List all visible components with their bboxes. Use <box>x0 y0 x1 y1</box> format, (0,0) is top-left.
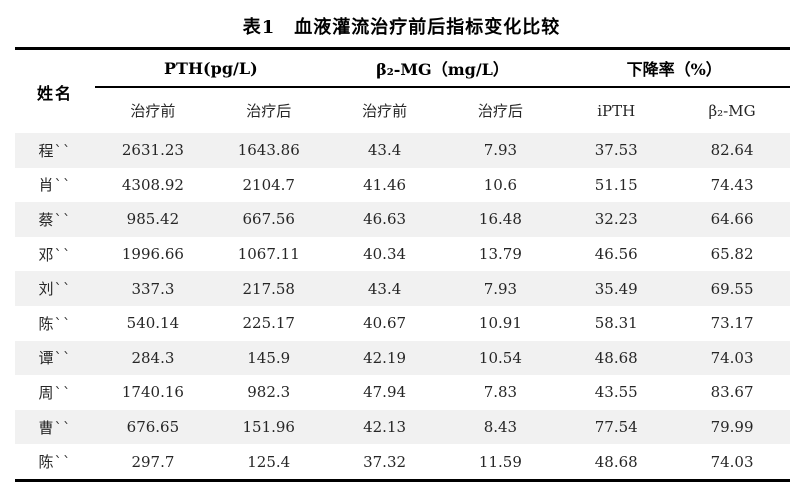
data-cell: 7.83 <box>483 383 518 402</box>
data-cell: 7.93 <box>483 141 518 160</box>
table-row: 刘`` 337.3 217.58 43.4 7.93 35.49 69.55 <box>15 271 790 306</box>
data-cell: 217.58 <box>242 279 295 298</box>
data-cell: 42.13 <box>363 418 407 437</box>
data-cell: 7.93 <box>483 279 518 298</box>
data-cell: 145.9 <box>247 348 291 367</box>
data-cell: 43.4 <box>367 141 402 160</box>
data-cell: 16.48 <box>478 210 522 229</box>
data-cell: 8.43 <box>483 418 518 437</box>
sub-header-b2mg-after: 治疗后 <box>477 102 523 120</box>
data-cell: 540.14 <box>126 314 180 333</box>
data-cell: 2631.23 <box>121 141 184 160</box>
data-cell: 982.3 <box>247 383 291 402</box>
data-cell: 47.94 <box>363 383 407 402</box>
name-cell: 肖`` <box>38 176 72 195</box>
sub-header-ipth: iPTH <box>597 101 636 120</box>
data-cell: 337.3 <box>131 279 175 298</box>
data-cell: 48.68 <box>594 452 638 471</box>
data-cell: 11.59 <box>478 452 522 471</box>
name-cell: 陈`` <box>38 314 72 333</box>
data-cell: 1996.66 <box>121 245 184 264</box>
data-cell: 2104.7 <box>242 175 295 194</box>
data-cell: 125.4 <box>247 452 291 471</box>
name-cell: 蔡`` <box>38 210 72 229</box>
data-cell: 74.03 <box>710 348 754 367</box>
data-cell: 284.3 <box>131 348 175 367</box>
column-header-name: 姓名 <box>36 83 73 103</box>
data-cell: 13.79 <box>478 245 522 264</box>
data-cell: 10.54 <box>478 348 522 367</box>
data-cell: 83.67 <box>710 383 754 402</box>
table-row: 肖`` 4308.92 2104.7 41.46 10.6 51.15 74.4… <box>15 168 790 203</box>
data-cell: 1067.11 <box>237 245 300 264</box>
name-cell: 陈`` <box>38 453 72 472</box>
sub-header-b2mg-rate: β₂-MG <box>708 101 756 120</box>
name-cell: 邓`` <box>38 245 72 264</box>
data-cell: 65.82 <box>710 245 754 264</box>
group-header-decline-rate: 下降率（%） <box>626 60 722 79</box>
data-cell: 225.17 <box>242 314 295 333</box>
data-cell: 79.99 <box>710 418 754 437</box>
table-row: 谭`` 284.3 145.9 42.19 10.54 48.68 74.03 <box>15 340 790 376</box>
data-cell: 35.49 <box>594 279 638 298</box>
data-cell: 74.43 <box>710 175 754 194</box>
data-cell: 985.42 <box>126 210 180 229</box>
data-cell: 32.23 <box>594 210 638 229</box>
table-header: 姓名 PTH(pg/L) β₂-MG（mg/L） 下降率（%） 治疗前 治疗后 … <box>15 47 790 133</box>
data-cell: 1643.86 <box>237 141 300 160</box>
data-cell: 37.32 <box>363 452 407 471</box>
data-cell: 82.64 <box>710 141 754 160</box>
data-cell: 64.66 <box>710 210 754 229</box>
group-header-b2mg: β₂-MG（mg/L） <box>376 60 509 79</box>
sub-header-pth-before: 治疗前 <box>130 102 176 120</box>
table-row: 邓`` 1996.66 1067.11 40.34 13.79 46.56 65… <box>15 237 790 272</box>
data-cell: 69.55 <box>710 279 754 298</box>
data-cell: 43.4 <box>367 279 402 298</box>
data-cell: 58.31 <box>594 314 638 333</box>
data-cell: 37.53 <box>594 141 638 160</box>
group-header-pth: PTH(pg/L) <box>164 58 258 78</box>
data-cell: 73.17 <box>710 314 754 333</box>
table-row: 陈`` 297.7 125.4 37.32 11.59 48.68 74.03 <box>15 444 790 479</box>
data-cell: 46.63 <box>363 210 407 229</box>
data-cell: 4308.92 <box>121 175 184 194</box>
data-cell: 297.7 <box>131 452 175 471</box>
data-cell: 51.15 <box>594 175 638 194</box>
data-cell: 41.46 <box>363 175 407 194</box>
name-cell: 程`` <box>38 141 72 160</box>
table-header-right: PTH(pg/L) β₂-MG（mg/L） 下降率（%） 治疗前 治疗后 治疗前… <box>95 50 790 133</box>
data-cell: 1740.16 <box>121 383 184 402</box>
table-row: 周`` 1740.16 982.3 47.94 7.83 43.55 83.67 <box>15 375 790 410</box>
data-cell: 46.56 <box>594 245 638 264</box>
sub-header-row: 治疗前 治疗后 治疗前 治疗后 iPTH β₂-MG <box>95 88 790 133</box>
group-header-row: PTH(pg/L) β₂-MG（mg/L） 下降率（%） <box>95 50 790 88</box>
table-row: 蔡`` 985.42 667.56 46.63 16.48 32.23 64.6… <box>15 202 790 237</box>
sub-header-b2mg-before: 治疗前 <box>362 102 408 120</box>
data-cell: 10.6 <box>483 175 518 194</box>
name-cell: 周`` <box>38 383 72 402</box>
data-table: 姓名 PTH(pg/L) β₂-MG（mg/L） 下降率（%） 治疗前 治疗后 … <box>15 47 790 482</box>
data-cell: 43.55 <box>594 383 638 402</box>
name-cell: 刘`` <box>38 280 72 299</box>
data-cell: 151.96 <box>242 418 295 437</box>
data-cell: 40.67 <box>363 314 407 333</box>
table-caption: 表1 血液灌流治疗前后指标变化比较 <box>242 17 561 38</box>
table-row: 曹`` 676.65 151.96 42.13 8.43 77.54 79.99 <box>15 409 790 445</box>
data-cell: 77.54 <box>594 418 638 437</box>
data-cell: 40.34 <box>363 245 407 264</box>
name-cell: 曹`` <box>38 418 72 437</box>
data-cell: 74.03 <box>710 452 754 471</box>
data-cell: 48.68 <box>594 348 638 367</box>
table-body: 程`` 2631.23 1643.86 43.4 7.93 37.53 82.6… <box>15 133 790 482</box>
name-cell: 谭`` <box>38 349 72 368</box>
data-cell: 676.65 <box>126 418 180 437</box>
table-row: 陈`` 540.14 225.17 40.67 10.91 58.31 73.1… <box>15 306 790 341</box>
data-cell: 667.56 <box>242 210 295 229</box>
sub-header-pth-after: 治疗后 <box>246 102 292 120</box>
data-cell: 10.91 <box>478 314 522 333</box>
table-row: 程`` 2631.23 1643.86 43.4 7.93 37.53 82.6… <box>15 133 790 168</box>
data-cell: 42.19 <box>363 348 407 367</box>
